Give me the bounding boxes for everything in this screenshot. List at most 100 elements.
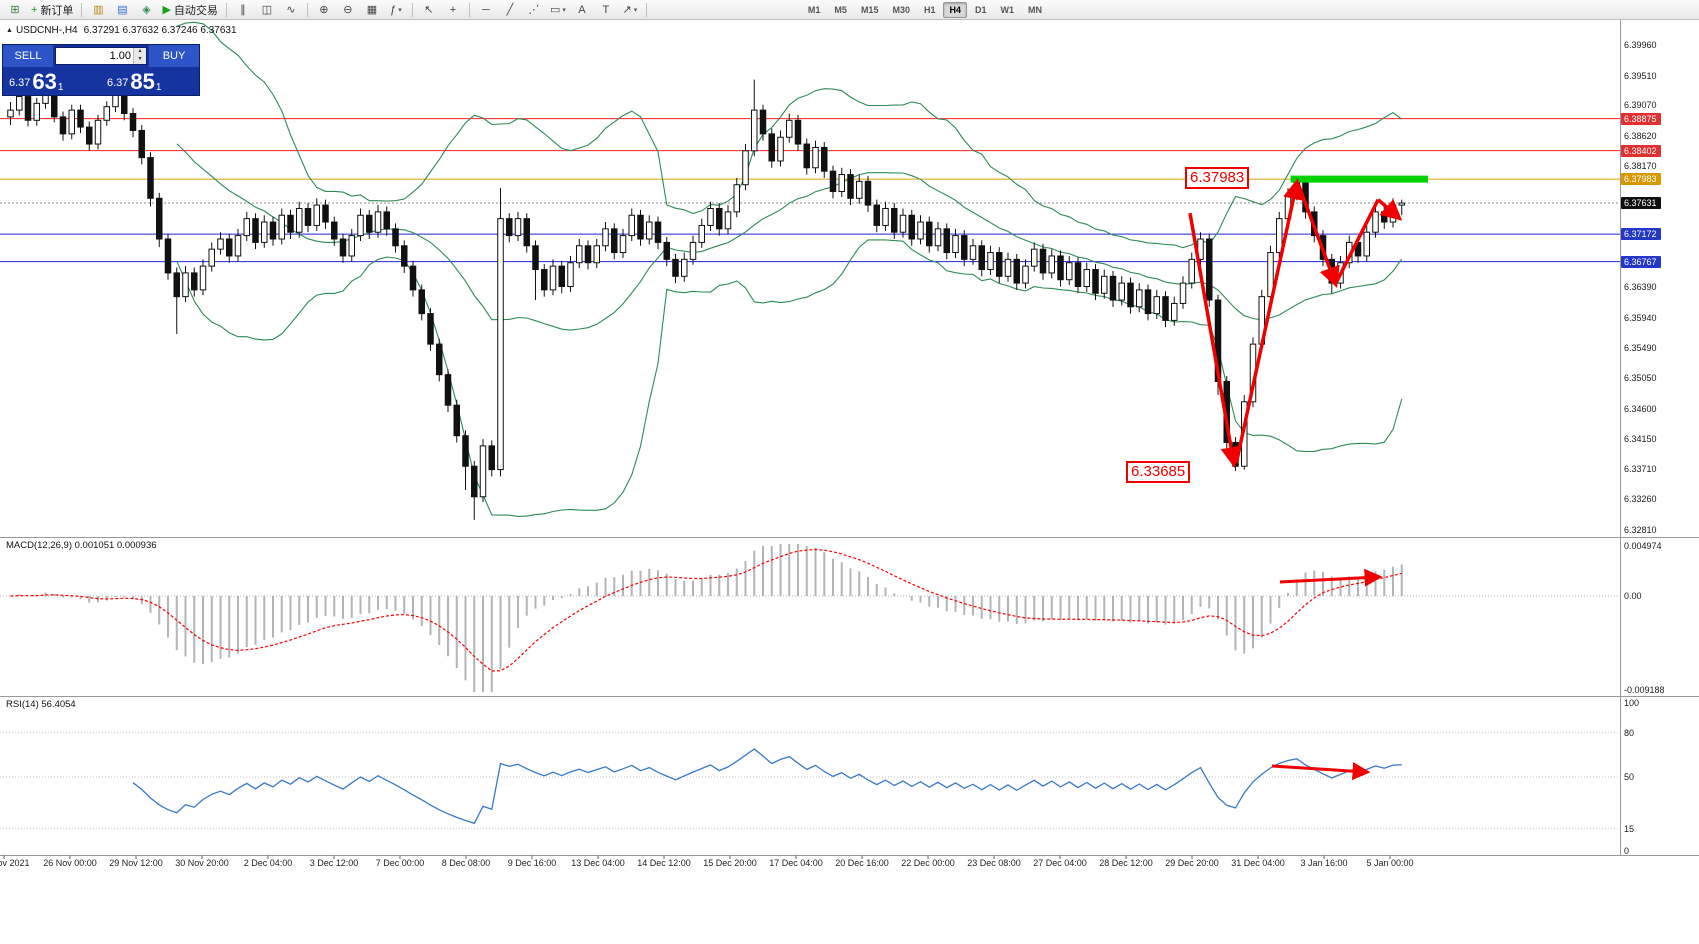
fibonacci-icon[interactable]: ⋰ [528,3,540,16]
timeframe-button-m15[interactable]: M15 [860,4,879,15]
timeframe-button-h1[interactable]: H1 [923,4,936,15]
date-axis-label: 26 Nov 00:00 [43,858,97,868]
date-axis-label: 2 Dec 04:00 [243,858,293,868]
date-axis-label: 15 Dec 20:00 [703,858,757,868]
price-axis-label: 6.38170 [1624,161,1657,172]
price-axis-label: 6.39070 [1624,100,1657,111]
price-axis-label: 6.35940 [1624,312,1657,323]
date-axis-label: 22 Dec 00:00 [901,858,955,868]
toolbar-separator [468,2,470,17]
date-axis-label: 31 Dec 04:00 [1231,858,1285,868]
date-axis-label: 28 Dec 12:00 [1099,858,1153,868]
date-axis-label: 8 Dec 08:00 [441,858,491,868]
macd-axis-label: 0.00 [1624,590,1642,601]
zoom-out-icon[interactable]: ⊖ [343,3,353,16]
buy-price[interactable]: 6.37 85 1 [101,67,199,95]
bar-chart-icon[interactable]: ∥ [240,3,246,16]
price-axis-label: 6.33710 [1624,463,1657,474]
new-order-button[interactable]: + 新订单 [31,3,74,17]
macd-title: MACD(12,26,9) 0.001051 0.000936 [6,540,157,551]
shapes-icon[interactable]: ▭ ▾ [549,3,566,16]
horizontal-line-icon[interactable]: ─ [482,3,490,16]
date-axis-label: 20 Dec 16:00 [835,858,889,868]
volume-down-button[interactable]: ▾ [134,56,146,64]
toolbar-buttons-group: ⊞ + 新订单 ▥ ▤ ◈ ▶ 自动交易 ∥ ◫ ∿ ⊕ ⊖ ▦ ƒ ▾ ↖ + ─ ╱ ⋰ ▭ ▾ A T ↗ ▾ [3,0,651,20]
text-icon[interactable]: A [578,3,586,16]
chart-annotation-label[interactable]: 6.37983 [1185,167,1250,189]
sell-price[interactable]: 6.37 63 1 [3,67,101,95]
rsi-axis-label: 80 [1624,727,1635,738]
macd-axis-label: -0.009188 [1624,685,1665,695]
buy-button[interactable]: BUY [149,45,199,67]
buy-price-sup: 1 [155,82,162,93]
navigator-icon[interactable]: ◈ [142,3,151,16]
price-line-badge: 6.36767 [1621,255,1661,268]
timeframe-button-m5[interactable]: M5 [834,4,847,15]
data-window-icon[interactable]: ▤ [117,3,128,16]
toolbar-separator [645,2,647,17]
sell-button[interactable]: SELL [3,45,53,67]
arrows-icon[interactable]: ↗ ▾ [622,3,638,16]
symbol-title: USDCNH-,H4 [15,25,78,36]
price-line-badge: 6.37983 [1621,173,1661,186]
crosshair-icon[interactable]: + [449,3,457,16]
volume-input[interactable] [56,48,133,64]
new-chart-icon[interactable]: ⊞ [10,3,20,16]
line-chart-icon[interactable]: ∿ [286,3,296,16]
date-axis-label: 14 Dec 12:00 [637,858,691,868]
date-axis-label: 9 Dec 16:00 [507,858,557,868]
symbol-marker-icon: ▲ [6,27,13,34]
volume-spinner: ▴ ▾ [133,48,146,64]
timeframe-button-m1[interactable]: M1 [807,4,821,15]
date-axis-label: 27 Dec 04:00 [1033,858,1087,868]
rsi-axis-label: 100 [1624,698,1640,708]
sell-price-sup: 1 [57,82,64,93]
timeframe-button-mn[interactable]: MN [1028,4,1043,15]
date-axis-label: 29 Nov 12:00 [109,858,163,868]
price-axis-label: 6.33260 [1624,494,1657,505]
chart-annotation-label[interactable]: 6.33685 [1126,461,1191,483]
date-axis-label: 7 Dec 00:00 [375,858,425,868]
price-axis-label: 6.35050 [1624,373,1657,384]
date-axis-label: 5 Jan 00:00 [1366,858,1414,868]
indicators-icon[interactable]: ƒ ▾ [390,3,402,16]
market-watch-icon[interactable]: ▥ [93,3,104,16]
rsi-title: RSI(14) 56.4054 [6,699,76,710]
price-axis-label: 6.35490 [1624,343,1657,354]
timeframe-button-m30[interactable]: M30 [892,4,910,15]
toolbar-separator [411,2,413,17]
rsi-axis-label: 50 [1624,772,1635,782]
label-icon[interactable]: T [602,3,610,16]
date-axis-label: 29 Dec 20:00 [1165,858,1219,868]
timeframe-button-h4[interactable]: H4 [943,1,967,18]
buy-price-big: 85 [130,69,155,94]
date-axis-label: 30 Nov 20:00 [175,858,229,868]
toolbar-separator [81,2,83,17]
price-axis-label: 6.38620 [1624,130,1657,141]
price-axis-label: 6.39510 [1624,70,1657,81]
trendline-icon[interactable]: ╱ [506,3,514,16]
price-axis-label: 6.36390 [1624,282,1657,293]
rsi-axis-label: 15 [1624,823,1635,834]
date-axis-label: 23 Dec 08:00 [967,858,1021,868]
zoom-in-icon[interactable]: ⊕ [319,3,329,16]
macd-axis-label: 0.004974 [1624,541,1662,551]
volume-up-button[interactable]: ▴ [134,48,146,56]
sell-price-prefix: 6.37 [9,77,31,89]
cursor-icon[interactable]: ↖ [424,3,434,16]
timeframe-toolbar: M1 M5 M15 M30 H1 H4 D1 W1 MN [801,0,1049,20]
timeframe-button-w1[interactable]: W1 [1000,4,1015,15]
autotrading-button[interactable]: ▶ 自动交易 [162,3,218,17]
volume-field: ▴ ▾ [55,47,147,65]
tile-windows-icon[interactable]: ▦ [366,3,378,16]
price-line-badge: 6.38402 [1621,144,1661,157]
price-axis-label: 6.39960 [1624,40,1657,50]
timeframe-button-d1[interactable]: D1 [975,4,987,15]
price-line-badge: 6.37172 [1621,228,1661,241]
toolbar-separator [306,2,308,17]
candlestick-chart-icon[interactable]: ◫ [261,3,273,16]
current-price-badge: 6.37631 [1621,196,1661,209]
date-axis-label: 24 Nov 2021 [0,858,30,868]
